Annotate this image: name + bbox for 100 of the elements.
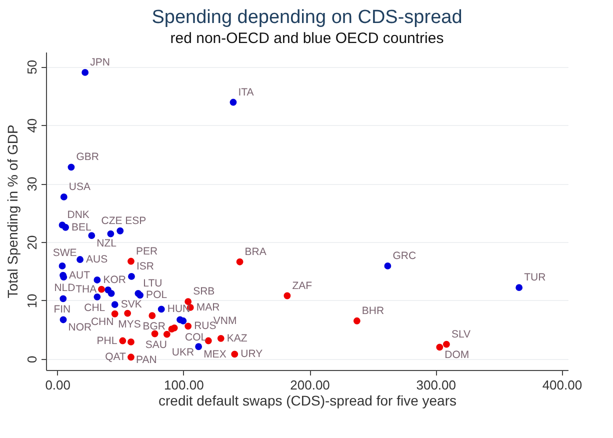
point <box>231 350 238 358</box>
point <box>62 224 70 231</box>
chart-subtitle: red non-OECD and blue OECD countries <box>170 30 444 47</box>
annotation: GRC <box>392 250 416 262</box>
point <box>98 286 105 293</box>
annotation: BRA <box>244 246 266 258</box>
y-tick-label: 30 <box>24 176 40 192</box>
point <box>184 298 192 306</box>
annotation: COL <box>185 332 207 344</box>
point <box>148 312 156 320</box>
point <box>111 301 118 308</box>
annotation: NLD <box>54 282 76 294</box>
annotation: PAN <box>136 354 157 366</box>
annotation: CZE <box>101 214 122 227</box>
x-tick-label: 200.00 <box>290 378 330 392</box>
annotation: SVK <box>120 298 142 311</box>
annotation: GBR <box>76 151 100 164</box>
point <box>516 284 523 292</box>
point <box>116 227 124 234</box>
point <box>230 98 237 106</box>
chart-title: Spending depending on CDS-spread <box>152 7 462 28</box>
annotation: BGR <box>142 320 166 333</box>
point <box>128 273 135 280</box>
point <box>119 337 126 344</box>
annotation: MAR <box>196 301 220 314</box>
point <box>60 194 68 200</box>
annotation: PHL <box>96 334 118 347</box>
point <box>236 258 244 266</box>
point <box>88 232 96 240</box>
point <box>284 292 291 300</box>
x-tick-label: 0.00 <box>45 378 71 392</box>
y-tick-label: 0 <box>24 356 40 364</box>
annotation: SRB <box>193 286 215 298</box>
point <box>68 164 75 171</box>
annotation: QAT <box>105 351 126 364</box>
annotation: FIN <box>54 304 71 316</box>
annotation: USA <box>68 180 90 193</box>
annotation: JPN <box>90 56 110 68</box>
annotation: DNK <box>67 209 90 222</box>
annotation: ISR <box>136 260 154 272</box>
point <box>94 276 101 284</box>
point <box>195 343 202 350</box>
x-tick-label: 400.00 <box>542 378 582 392</box>
y-axis-title: Total Spending in % of GDP <box>4 124 20 298</box>
annotation: ZAF <box>292 280 312 292</box>
annotation: CHL <box>84 302 106 314</box>
point <box>108 290 115 297</box>
annotation: KOR <box>103 274 126 286</box>
point <box>436 344 444 351</box>
point <box>111 310 118 318</box>
point <box>60 316 67 324</box>
x-axis-title: credit default swaps (CDS)-spread for five years <box>158 392 456 408</box>
point <box>170 324 178 332</box>
point <box>58 262 66 270</box>
annotation: AUS <box>86 254 108 266</box>
x-tick-label: 300.00 <box>416 378 456 392</box>
annotation: UKR <box>172 346 195 358</box>
annotation: BEL <box>72 221 92 234</box>
point <box>180 317 187 324</box>
annotation: CHN <box>90 316 114 328</box>
point <box>107 230 114 238</box>
point <box>353 317 360 324</box>
annotation: AUT <box>69 269 91 282</box>
y-tick-label: 40 <box>24 118 40 133</box>
annotation: ITA <box>238 86 254 98</box>
point <box>82 69 89 76</box>
point <box>442 340 450 348</box>
point <box>158 306 165 313</box>
annotation: LTU <box>143 277 162 290</box>
annotation: THA <box>76 283 97 296</box>
point <box>384 262 392 270</box>
point <box>128 338 134 346</box>
annotation: DOM <box>444 349 470 362</box>
point <box>128 258 134 265</box>
y-tick-label: 20 <box>24 235 40 250</box>
y-tick-label: 10 <box>24 294 40 308</box>
annotation: MYS <box>118 318 141 330</box>
point <box>151 330 158 338</box>
annotation: NOR <box>68 322 92 334</box>
point <box>184 322 192 330</box>
point <box>163 330 170 338</box>
point <box>124 310 132 317</box>
annotation: SLV <box>451 328 471 340</box>
point <box>128 354 134 361</box>
point <box>76 256 84 263</box>
annotation: HUN <box>167 303 190 316</box>
annotation: MEX <box>204 348 226 361</box>
point <box>60 295 67 302</box>
point <box>217 334 224 342</box>
annotation: ESP <box>125 214 146 227</box>
x-tick-label: 100.00 <box>164 378 204 392</box>
point <box>94 293 101 300</box>
annotation: BHR <box>362 304 385 317</box>
y-tick-label: 50 <box>24 60 40 74</box>
annotation: TUR <box>524 272 546 284</box>
annotation: NZL <box>96 238 117 250</box>
annotation: KAZ <box>226 332 248 344</box>
annotation: SAU <box>145 338 167 351</box>
annotation: PER <box>136 245 158 258</box>
annotation: POL <box>146 289 168 302</box>
